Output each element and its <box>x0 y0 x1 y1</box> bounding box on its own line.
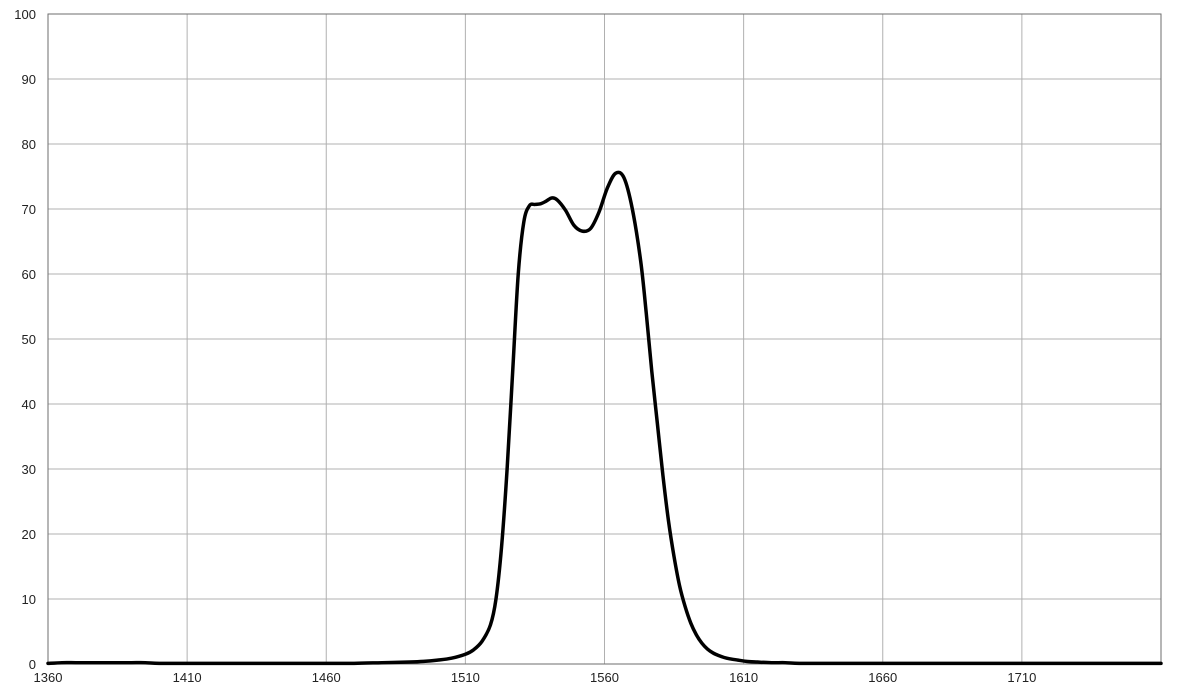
y-tick-label: 30 <box>22 462 36 477</box>
y-tick-label: 50 <box>22 332 36 347</box>
x-tick-label: 1360 <box>34 670 63 685</box>
x-tick-label: 1410 <box>173 670 202 685</box>
transmission-line <box>46 170 1163 666</box>
x-tick-label: 1460 <box>312 670 341 685</box>
x-tick-label: 1660 <box>868 670 897 685</box>
y-tick-label: 60 <box>22 267 36 282</box>
plot-frame <box>47 13 1162 665</box>
y-tick-label: 40 <box>22 397 36 412</box>
y-tick-label: 0 <box>29 657 36 672</box>
x-tick-label: 1610 <box>729 670 758 685</box>
y-tick-label: 100 <box>14 7 36 22</box>
y-tick-label: 20 <box>22 527 36 542</box>
y-tick-label: 10 <box>22 592 36 607</box>
y-axis-tick-labels: 0 10 20 30 40 50 60 70 80 90 100 <box>14 7 36 672</box>
y-tick-label: 80 <box>22 137 36 152</box>
x-tick-label: 1510 <box>451 670 480 685</box>
grid-layer <box>48 14 1161 664</box>
x-axis-tick-labels: 1360 1410 1460 1510 1560 1610 1660 1710 <box>34 670 1037 685</box>
y-tick-label: 90 <box>22 72 36 87</box>
y-tick-label: 70 <box>22 202 36 217</box>
x-tick-label: 1710 <box>1007 670 1036 685</box>
x-tick-label: 1560 <box>590 670 619 685</box>
